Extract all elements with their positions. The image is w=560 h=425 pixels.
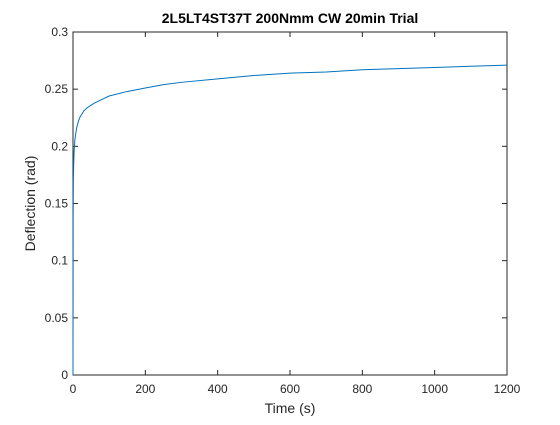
x-tick-label: 400 <box>208 382 228 396</box>
y-tick-label: 0.15 <box>45 197 69 211</box>
y-tick-label: 0.05 <box>45 311 69 325</box>
x-tick-label: 1000 <box>421 382 448 396</box>
y-tick-label: 0.2 <box>51 139 68 153</box>
x-tick-label: 600 <box>280 382 300 396</box>
plot-area <box>73 32 507 375</box>
chart-title: 2L5LT4ST37T 200Nmm CW 20min Trial <box>162 10 419 26</box>
y-tick-label: 0.1 <box>51 254 68 268</box>
y-tick-label: 0 <box>61 368 68 382</box>
x-tick-label: 1200 <box>494 382 521 396</box>
x-tick-label: 200 <box>135 382 155 396</box>
x-tick-label: 0 <box>70 382 77 396</box>
y-tick-label: 0.3 <box>51 25 68 39</box>
y-axis-label: Deflection (rad) <box>22 156 38 252</box>
y-tick-label: 0.25 <box>45 82 69 96</box>
x-tick-label: 800 <box>352 382 372 396</box>
x-axis-label: Time (s) <box>265 400 316 416</box>
